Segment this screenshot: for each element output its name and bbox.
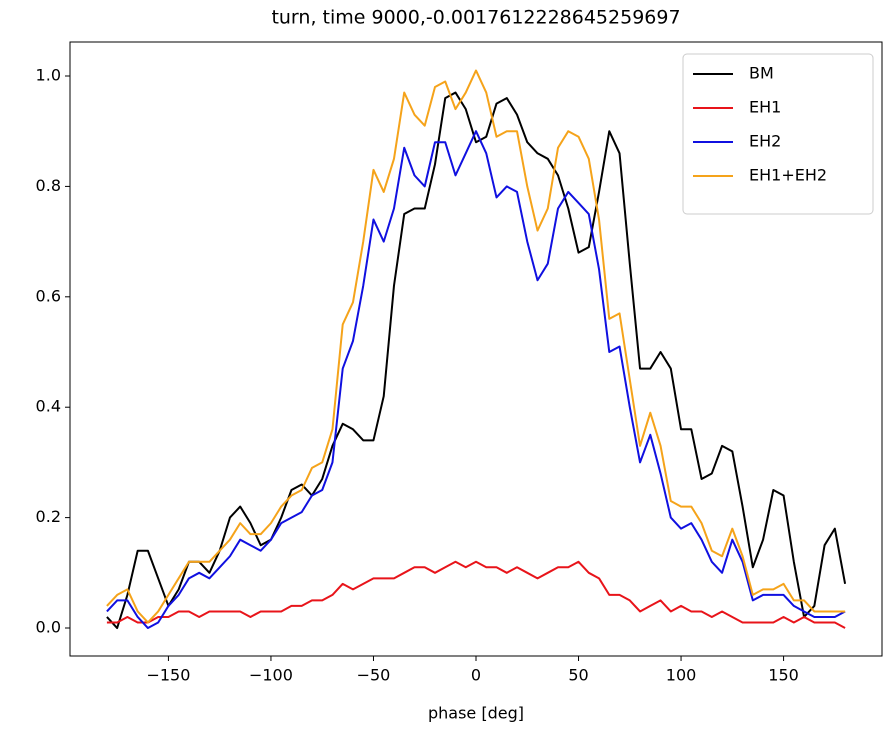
x-tick-label: −100 [249,666,293,685]
y-tick-label: 0.2 [36,507,61,526]
plot-frame [69,41,883,657]
y-tick-label: 0.6 [36,286,61,305]
line-series [106,91,847,630]
y-tick-label: 0.4 [36,397,61,416]
y-tick-label: 0.0 [36,618,61,637]
x-tick-label: 150 [768,666,799,685]
x-tick-label: −150 [146,666,190,685]
x-tick-label: 50 [568,666,588,685]
legend-label: BM [749,64,774,83]
y-tick-label: 1.0 [36,66,61,85]
legend-label: EH1 [749,98,781,117]
chart-title: turn, time 9000,-0.0017612228645259697 [271,7,680,29]
x-tick-label: 100 [666,666,697,685]
y-tick-label: 0.8 [36,176,61,195]
x-tick-label: −50 [357,666,391,685]
line-series [106,560,846,629]
line-series [106,130,846,630]
x-axis-label: phase [deg] [428,704,524,723]
legend-label: EH1+EH2 [749,166,827,185]
line-series [106,69,846,624]
x-tick-label: 0 [471,666,481,685]
legend-box [682,53,874,215]
legend-label: EH2 [749,132,781,151]
